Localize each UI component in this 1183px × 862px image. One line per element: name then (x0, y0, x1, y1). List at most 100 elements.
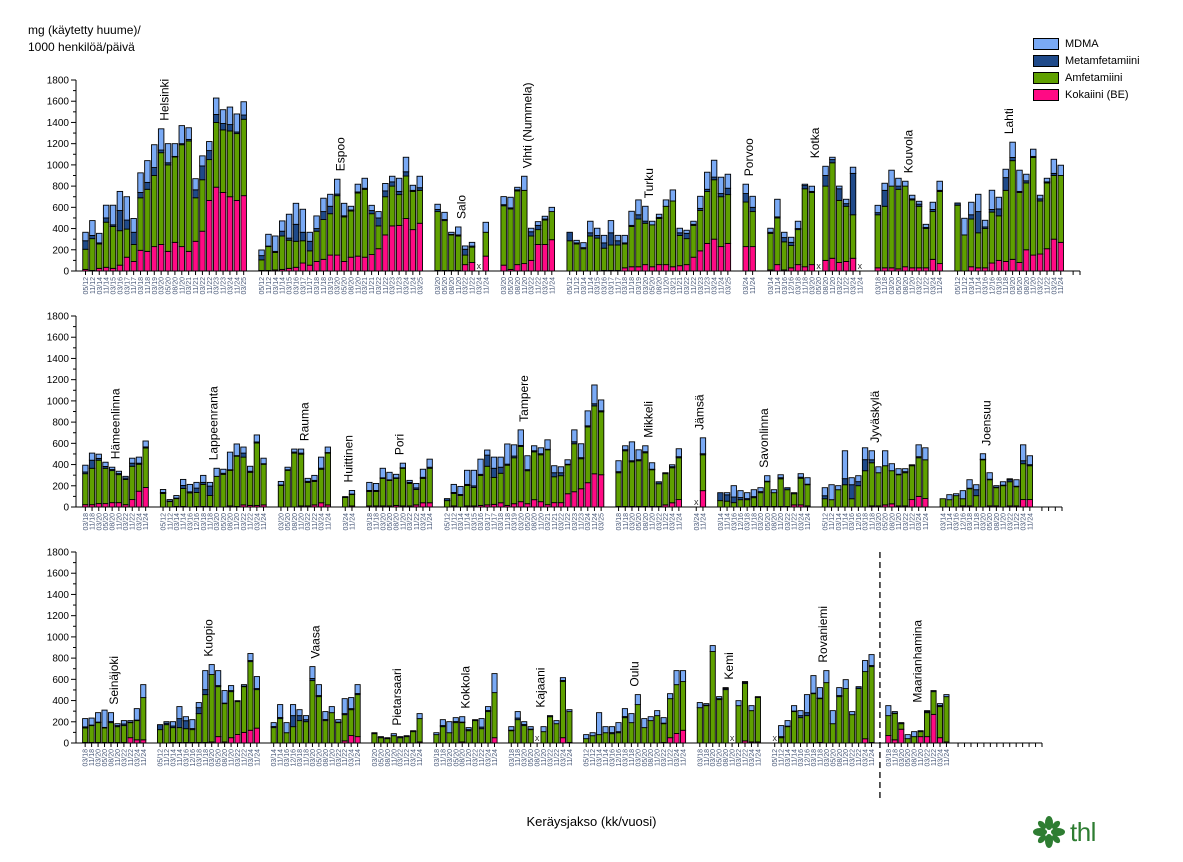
bar-segment-methamphetamine (375, 217, 382, 227)
x-tick-label: 03/16 (478, 513, 485, 531)
bar-segment-methamphetamine (829, 159, 836, 164)
bar-segment-amphetamine (272, 251, 279, 271)
bar-segment-mdma (390, 733, 397, 737)
bar-segment-amphetamine (699, 454, 707, 492)
bar-segment-methamphetamine (151, 167, 158, 176)
bar-segment-methamphetamine (88, 459, 96, 469)
bar-segment-mdma (116, 190, 124, 211)
city-group-seinäjoki: 03/18 11/18 03/20 05/20 08/20 11/20 03/22 11/22… (82, 656, 148, 767)
bar (135, 456, 143, 508)
bar-segment-mdma (192, 178, 199, 191)
x-tick-label: 03/19 (636, 277, 643, 295)
bar (895, 177, 902, 272)
x-tick-label: 11/22 (743, 749, 750, 766)
x-tick-label: 03/20 (310, 749, 317, 767)
bar-segment-mdma (615, 722, 622, 733)
bar (140, 684, 147, 744)
x-tick-label: 03/24 (930, 277, 937, 295)
x-tick-label: 03/22 (407, 513, 414, 531)
bar-segment-amphetamine (470, 487, 478, 507)
bar (836, 185, 843, 272)
bar-segment-methamphetamine (157, 724, 164, 731)
bar-segment-mdma (434, 203, 441, 210)
bar (354, 684, 361, 744)
bar (169, 721, 177, 744)
x-tick-label: 03/14 (718, 513, 725, 531)
bar (1050, 158, 1058, 272)
bar-segment-mdma (541, 215, 549, 220)
bar-segment-cocaine (491, 737, 498, 744)
bar (717, 492, 724, 508)
bar (862, 660, 869, 744)
bar-segment-mdma (490, 456, 498, 469)
bar (748, 705, 755, 744)
bar-segment-amphetamine (823, 682, 830, 744)
x-tick-label: 11/20 (329, 749, 336, 766)
bar (120, 720, 127, 744)
bar (697, 195, 704, 272)
bar-segment-mdma (895, 177, 902, 187)
y-tick-label: 1200 (47, 139, 70, 150)
bar-segment-amphetamine (973, 495, 980, 508)
bar-segment-cocaine (334, 254, 341, 272)
bar-segment-cocaine (801, 266, 809, 272)
x-tick-label: 11/12 (167, 513, 174, 530)
bar-segment-amphetamine (804, 484, 811, 507)
x-tick-label: 11/14 (947, 513, 954, 530)
x-tick-label: 03/16 (117, 277, 124, 295)
bar-segment-amphetamine (849, 714, 856, 744)
x-tick-label: 03/23 (698, 277, 705, 295)
bar (770, 489, 778, 508)
bar (102, 461, 109, 508)
bar (915, 444, 922, 508)
bar-segment-amphetamine (416, 718, 423, 743)
y-tick-label: 1800 (47, 76, 70, 87)
bar-segment-mdma (797, 710, 804, 717)
bar-segment-mdma (1006, 478, 1013, 481)
bar-segment-mdma (137, 172, 144, 193)
bar-segment-mdma (770, 489, 778, 494)
bar (936, 180, 943, 272)
bar-segment-cocaine (468, 262, 476, 272)
x-tick-label: 08/20 (837, 749, 844, 767)
bar-segment-mdma (348, 697, 355, 710)
bar-segment-amphetamine (790, 493, 798, 506)
x-tick-label: 03/14 (785, 749, 792, 767)
y-axis-title: mg (käytetty huume)/ 1000 henkilöä/päivä (28, 22, 141, 56)
x-tick-label: 11/18 (90, 513, 97, 530)
x-tick-label: 03/18 (83, 749, 90, 767)
bar-segment-cocaine (591, 473, 598, 508)
bar-segment-amphetamine (116, 230, 124, 266)
x-tick-label: 03/18 (196, 749, 203, 767)
bar (1043, 177, 1051, 272)
bar-segment-mdma (514, 186, 521, 191)
x-tick-label: 03/22 (529, 277, 536, 295)
x-tick-label: 03/16 (782, 277, 789, 295)
bar-segment-amphetamine (265, 246, 272, 271)
bar-segment-amphetamine (102, 467, 109, 505)
bar-segment-mdma (868, 450, 875, 461)
x-tick-label: 08/20 (771, 513, 778, 531)
bar-segment-mdma (253, 434, 260, 443)
bar-segment-amphetamine (735, 705, 742, 744)
x-tick-label: 03/14 (940, 513, 947, 531)
bar-segment-mdma (628, 713, 635, 724)
bar (240, 101, 247, 272)
bar-segment-cocaine (679, 729, 687, 744)
bar-segment-amphetamine (717, 196, 725, 248)
bar-segment-amphetamine (654, 715, 661, 744)
x-tick-label: 11/18 (623, 513, 630, 530)
x-tick-label: 03/19 (512, 513, 519, 531)
x-tick-label: 03/14 (273, 277, 280, 295)
bar-segment-cocaine (395, 224, 403, 272)
x-tick-label: 03/22 (121, 749, 128, 767)
x-tick-label: 11/24 (234, 277, 241, 294)
x-tick-label: 03/18 (297, 749, 304, 767)
bar-segment-mdma (491, 673, 498, 694)
x-tick-label: 03/20 (96, 513, 103, 531)
x-tick-label: 11/23 (397, 277, 404, 294)
bar-segment-cocaine (164, 250, 172, 272)
bar (114, 723, 121, 744)
bar-segment-mdma (395, 177, 403, 192)
bar-segment-amphetamine (794, 229, 802, 266)
